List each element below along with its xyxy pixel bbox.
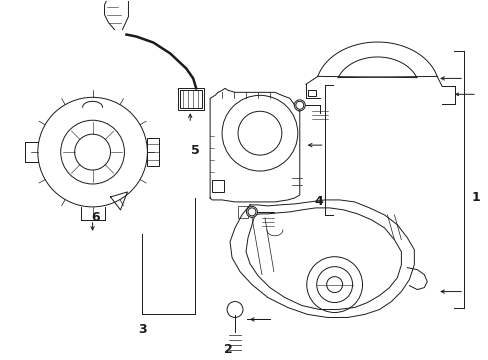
Bar xyxy=(178,88,203,110)
Circle shape xyxy=(294,100,305,111)
Bar xyxy=(147,138,159,166)
Text: 5: 5 xyxy=(190,144,199,157)
Circle shape xyxy=(246,206,257,217)
Bar xyxy=(238,206,247,218)
Text: 4: 4 xyxy=(314,195,323,208)
Text: 1: 1 xyxy=(470,192,479,204)
Bar xyxy=(307,90,315,96)
Bar xyxy=(180,90,202,108)
Bar xyxy=(212,180,224,192)
Text: 3: 3 xyxy=(138,323,146,336)
Text: 2: 2 xyxy=(223,343,232,356)
Text: 6: 6 xyxy=(91,211,100,224)
